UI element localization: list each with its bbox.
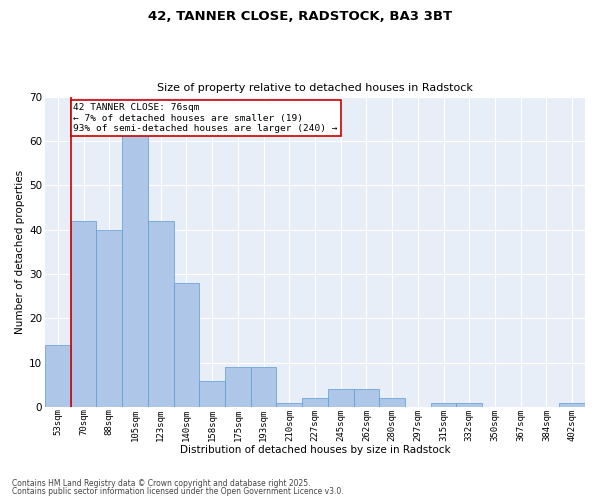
Bar: [45, 345, 71, 407]
Bar: [225, 368, 251, 407]
Bar: [328, 390, 353, 407]
Bar: [97, 230, 122, 407]
Bar: [199, 380, 225, 407]
Text: Contains HM Land Registry data © Crown copyright and database right 2025.: Contains HM Land Registry data © Crown c…: [12, 478, 311, 488]
Bar: [559, 403, 585, 407]
Y-axis label: Number of detached properties: Number of detached properties: [15, 170, 25, 334]
Bar: [251, 368, 277, 407]
Bar: [431, 403, 457, 407]
Text: 42, TANNER CLOSE, RADSTOCK, BA3 3BT: 42, TANNER CLOSE, RADSTOCK, BA3 3BT: [148, 10, 452, 23]
Bar: [353, 390, 379, 407]
X-axis label: Distribution of detached houses by size in Radstock: Distribution of detached houses by size …: [180, 445, 451, 455]
Bar: [173, 283, 199, 407]
Text: Contains public sector information licensed under the Open Government Licence v3: Contains public sector information licen…: [12, 487, 344, 496]
Bar: [379, 398, 405, 407]
Text: 42 TANNER CLOSE: 76sqm
← 7% of detached houses are smaller (19)
93% of semi-deta: 42 TANNER CLOSE: 76sqm ← 7% of detached …: [73, 103, 338, 133]
Bar: [122, 128, 148, 407]
Bar: [148, 221, 173, 407]
Bar: [302, 398, 328, 407]
Bar: [71, 221, 97, 407]
Bar: [277, 403, 302, 407]
Bar: [457, 403, 482, 407]
Title: Size of property relative to detached houses in Radstock: Size of property relative to detached ho…: [157, 83, 473, 93]
